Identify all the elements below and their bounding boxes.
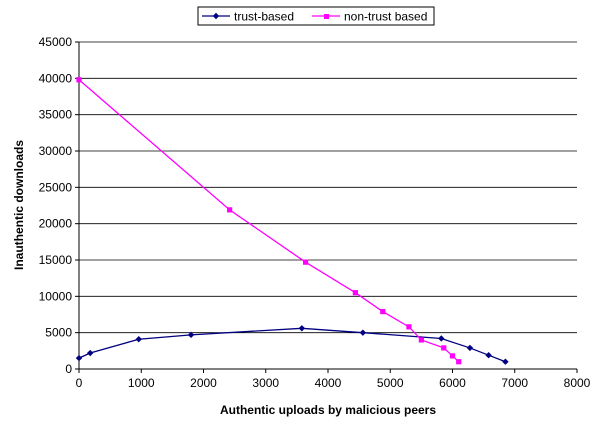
x-tick-label: 0 [76,376,83,390]
y-tick-label: 30000 [39,144,73,158]
data-point-trust-based [438,335,445,342]
data-point-non-trust-based [352,290,358,296]
x-tick-label: 3000 [252,376,279,390]
y-tick-label: 10000 [39,289,73,303]
y-tick-label: 45000 [39,35,73,49]
gridlines [79,41,577,334]
tick-labels: 0500010000150002000025000300003500040000… [39,35,591,390]
data-point-trust-based [75,354,83,362]
y-tick-label: 15000 [39,253,73,267]
series-line-non-trust-based [78,79,460,363]
data-point-trust-based [485,351,492,359]
data-point-trust-based [135,336,142,343]
y-tick-label: 40000 [39,71,73,85]
x-tick-label: 4000 [315,376,342,390]
legend-marker-trust-based [212,12,220,20]
data-point-non-trust-based [449,353,456,359]
y-axis-title: Inauthentic downloads [12,140,26,270]
legend: trust-based non-trust based [197,6,435,26]
data-point-non-trust-based [406,324,412,330]
data-point-trust-based [87,349,94,357]
series-line-trust-based [78,327,506,363]
data-point-non-trust-based [76,77,82,83]
data-point-trust-based [298,325,306,332]
series [75,77,509,365]
data-point-trust-based [187,331,195,339]
x-tick-label: 8000 [564,376,591,390]
axes [75,41,578,373]
x-tick-label: 6000 [439,376,466,390]
x-tick-label: 2000 [190,376,217,390]
data-point-non-trust-based [302,259,309,265]
data-point-non-trust-based [441,345,447,351]
data-point-trust-based [466,344,474,352]
y-tick-label: 0 [65,362,72,376]
legend-label-non-trust-based: non-trust based [344,10,427,24]
legend-label-trust-based: trust-based [234,10,294,24]
data-point-non-trust-based [227,207,233,213]
legend-marker-non-trust-based [324,14,329,19]
y-tick-label: 35000 [39,108,73,122]
y-tick-label: 5000 [45,326,72,340]
y-tick-label: 20000 [39,217,73,231]
data-point-non-trust-based [380,308,386,315]
x-tick-label: 1000 [128,376,155,390]
x-axis-title: Authentic uploads by malicious peers [220,403,436,417]
data-point-non-trust-based [418,337,424,343]
data-point-trust-based [502,358,509,365]
data-point-non-trust-based [456,359,462,365]
x-tick-label: 7000 [501,376,528,390]
data-point-trust-based [359,329,367,336]
y-tick-label: 25000 [39,180,73,194]
x-tick-label: 5000 [377,376,404,390]
